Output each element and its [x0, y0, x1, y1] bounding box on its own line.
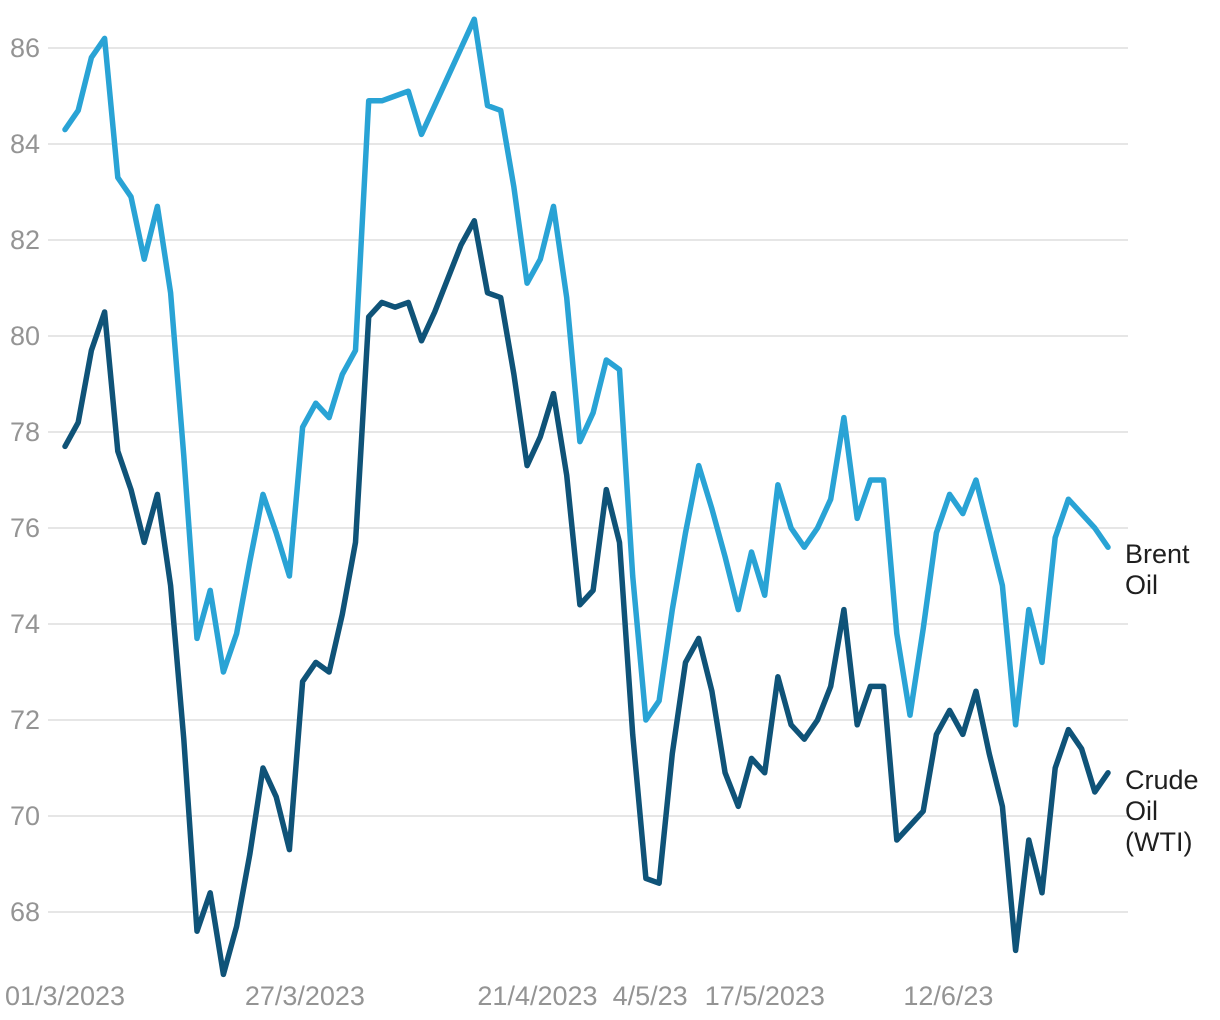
y-tick-label: 72 — [10, 705, 40, 735]
x-tick-label: 4/5/23 — [613, 981, 688, 1011]
y-tick-label: 80 — [10, 321, 40, 351]
y-tick-label: 74 — [10, 609, 40, 639]
series-line-brent-oil — [62, 16, 1111, 728]
x-tick-label: 27/3/2023 — [245, 981, 365, 1011]
y-tick-label: 84 — [10, 129, 40, 159]
legend-label-line: Oil — [1125, 570, 1158, 600]
y-tick-label: 76 — [10, 513, 40, 543]
legend-label-crude-oil-wti: Crude Oil (WTI) — [1125, 765, 1199, 857]
y-tick-label: 68 — [10, 897, 40, 927]
legend-label-line: Brent — [1125, 539, 1190, 569]
y-tick-label: 78 — [10, 417, 40, 447]
legend-label-line: Crude — [1125, 765, 1199, 795]
legend-label-line: (WTI) — [1125, 827, 1192, 857]
legend-label-brent-oil: Brent Oil — [1125, 539, 1190, 600]
x-tick-label: 17/5/2023 — [705, 981, 825, 1011]
y-tick-label: 70 — [10, 801, 40, 831]
y-tick-label: 82 — [10, 225, 40, 255]
y-tick-label: 86 — [10, 33, 40, 63]
series-line-crude-oil-wti — [62, 218, 1111, 978]
x-tick-label: 01/3/2023 — [5, 981, 125, 1011]
x-tick-label: 12/6/23 — [903, 981, 993, 1011]
legend-label-line: Oil — [1125, 796, 1158, 826]
x-tick-label: 21/4/2023 — [477, 981, 597, 1011]
